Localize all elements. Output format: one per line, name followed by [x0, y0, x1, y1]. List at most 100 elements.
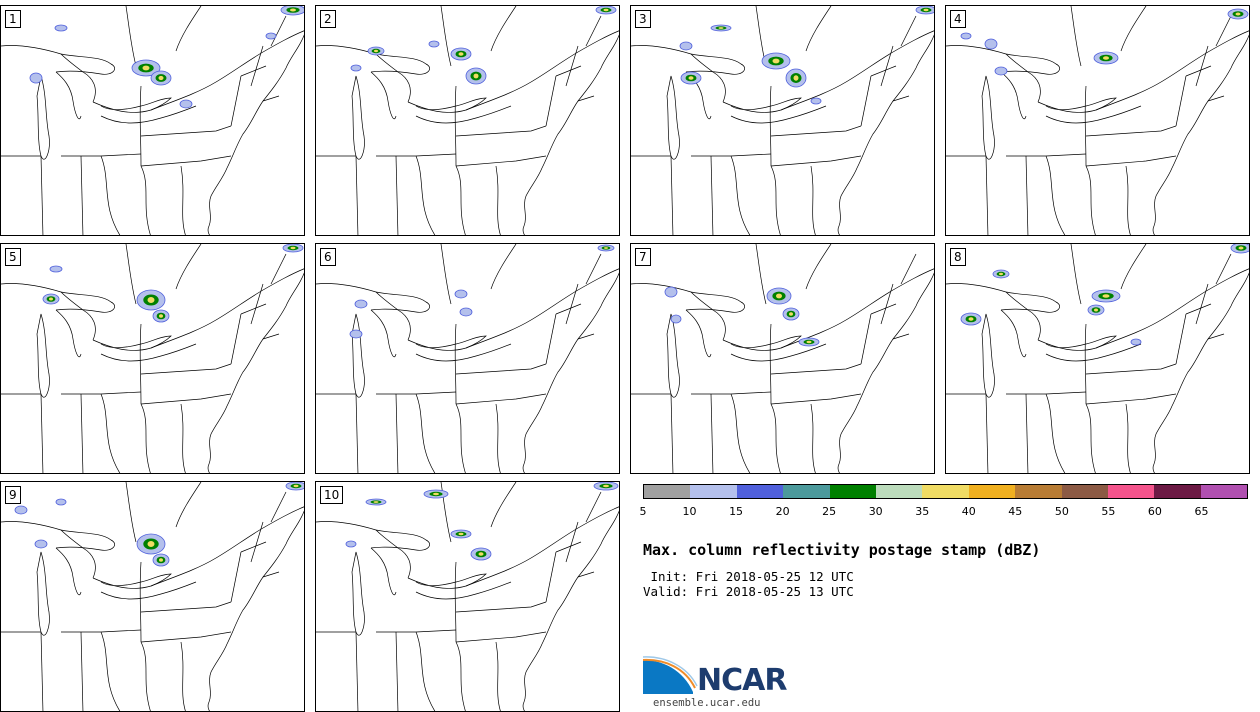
init-time: Init: Fri 2018-05-25 12 UTC: [643, 569, 854, 584]
colorbar-cell: [783, 485, 830, 498]
echo-region: [810, 97, 822, 105]
colorbar-cell: [922, 485, 969, 498]
member-label: 2: [320, 10, 336, 28]
echo-peak: [433, 492, 439, 496]
echo-region: [350, 64, 362, 72]
colorbar-tick-label: 65: [1194, 505, 1209, 518]
echo-peak: [458, 532, 464, 536]
colorbar-cell: [1107, 485, 1155, 498]
echo-peak: [1094, 308, 1098, 312]
colorbar-cell: [690, 485, 737, 498]
echo-peak: [604, 247, 608, 249]
echo-peak: [789, 312, 793, 316]
echo-region: [14, 505, 28, 515]
member-panel-10: 10: [315, 481, 620, 712]
echo-region: [670, 314, 682, 324]
colorbar-cell: [829, 485, 876, 498]
colorbar-tick-label: 40: [961, 505, 976, 518]
colorbar-ticks: 5 10 15 20 25 30 35 40 45 50 55 60 65: [639, 505, 1248, 519]
map-outline: [1, 6, 304, 235]
colorbar-cell: [1061, 485, 1108, 498]
reflectivity-echoes: [664, 286, 820, 347]
valid-time: Valid: Fri 2018-05-25 13 UTC: [643, 584, 854, 599]
reflectivity-echoes: [14, 482, 304, 567]
echo-peak: [293, 484, 299, 488]
member-panel-7: 7: [630, 243, 935, 474]
member-panel-2: 2: [315, 5, 620, 236]
member-label: 1: [5, 10, 21, 28]
echo-region: [179, 99, 193, 109]
reflectivity-echoes: [29, 6, 304, 109]
member-panel-4: 4: [945, 5, 1250, 236]
echo-peak: [688, 76, 694, 80]
echo-peak: [159, 314, 163, 318]
member-label: 5: [5, 248, 21, 266]
reflectivity-echoes: [679, 6, 934, 105]
echo-peak: [1238, 246, 1244, 250]
echo-peak: [1235, 12, 1241, 16]
member-label: 7: [635, 248, 651, 266]
member-label: 6: [320, 248, 336, 266]
echo-peak: [1103, 56, 1109, 60]
echo-peak: [1102, 294, 1110, 298]
member-panel-5: 5: [0, 243, 305, 474]
member-label: 8: [950, 248, 966, 266]
colorbar-tick-label: 50: [1054, 505, 1069, 518]
map-outline: [1, 244, 304, 473]
map-outline: [946, 244, 1249, 473]
colorbar-tick-label: 30: [868, 505, 883, 518]
echo-region: [984, 38, 998, 50]
map-outline: [316, 482, 619, 711]
echo-peak: [776, 293, 782, 299]
echo-region: [345, 540, 357, 548]
echo-region: [54, 24, 68, 32]
echo-peak: [473, 73, 479, 79]
colorbar-cell: [968, 485, 1016, 498]
echo-region: [664, 286, 678, 298]
colorbar-tick-label: 25: [822, 505, 837, 518]
reflectivity-colorbar: [643, 484, 1248, 499]
echo-peak: [147, 541, 155, 547]
colorbar-cell: [1015, 485, 1062, 498]
echo-region: [265, 32, 277, 40]
member-label: 9: [5, 486, 21, 504]
echo-region: [354, 299, 368, 309]
echo-peak: [603, 484, 609, 488]
member-panel-9: 9: [0, 481, 305, 712]
reflectivity-echoes: [345, 482, 619, 561]
echo-peak: [923, 8, 929, 12]
echo-peak: [806, 340, 812, 344]
reflectivity-echoes: [350, 6, 617, 85]
echo-peak: [793, 75, 799, 81]
echo-peak: [290, 8, 296, 12]
site-url: ensemble.ucar.edu: [653, 697, 761, 709]
map-outline: [946, 6, 1249, 235]
colorbar-tick-label: 5: [639, 505, 647, 518]
member-panel-8: 8: [945, 243, 1250, 474]
echo-peak: [147, 297, 155, 303]
map-outline: [316, 244, 619, 473]
echo-peak: [718, 27, 724, 29]
echo-peak: [374, 49, 378, 53]
echo-peak: [478, 552, 484, 556]
ncar-logo-icon: [643, 656, 698, 694]
colorbar-cell: [875, 485, 923, 498]
member-panel-1: 1: [0, 5, 305, 236]
echo-region: [454, 289, 468, 299]
echo-peak: [290, 246, 296, 250]
echo-region: [459, 307, 473, 317]
echo-peak: [373, 501, 379, 503]
ncar-logo-text: NCAR: [697, 663, 787, 698]
echo-region: [994, 66, 1008, 76]
echo-peak: [158, 75, 164, 81]
colorbar-tick-label: 55: [1101, 505, 1116, 518]
colorbar-cell: [1154, 485, 1201, 498]
echo-peak: [968, 317, 974, 321]
colorbar-tick-label: 20: [775, 505, 790, 518]
reflectivity-echoes: [42, 244, 304, 323]
map-outline: [316, 6, 619, 235]
colorbar-cell: [1200, 485, 1248, 498]
echo-peak: [458, 52, 464, 56]
colorbar-tick-label: 10: [682, 505, 697, 518]
echo-region: [55, 498, 67, 506]
